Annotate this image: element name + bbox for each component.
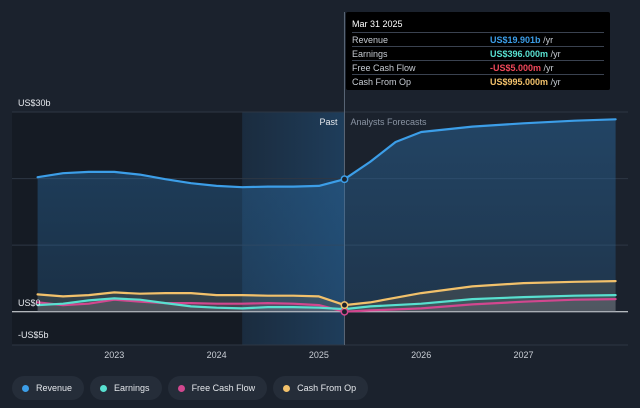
tooltip-label-earnings: Earnings: [352, 49, 388, 59]
tooltip-unit-fcf: /yr: [543, 63, 554, 73]
legend-dot-cfo: [283, 384, 291, 392]
region-label-forecast: Analysts Forecasts: [350, 117, 427, 127]
region-label-past: Past: [319, 117, 338, 127]
legend-item-revenue[interactable]: Revenue: [12, 376, 85, 400]
series-line-revenue: [36, 118, 617, 189]
series-line-free-cash-flow: [36, 298, 617, 313]
tooltip-value-earnings: US$396.000m /yr: [490, 49, 561, 59]
series-line-earnings: [36, 294, 617, 311]
tooltip-label-cfo: Cash From Op: [352, 77, 412, 87]
tooltip-value-earnings-number: US$396.000m: [490, 49, 549, 59]
series-line-cash-from-op: [36, 280, 617, 307]
series-area-revenue: [37, 119, 616, 312]
x-tick-label: 2023: [104, 350, 124, 360]
x-tick-label: 2024: [207, 350, 227, 360]
tooltip-unit-revenue: /yr: [543, 35, 554, 45]
legend-label-cfo: Cash From Op: [297, 383, 357, 393]
legend-dot-revenue: [22, 384, 29, 392]
tooltip-row-cfo: Cash From Op US$995.000m /yr: [352, 74, 604, 88]
tooltip-unit-cfo: /yr: [550, 77, 561, 87]
series-area-free-cash-flow: [37, 299, 616, 312]
tooltip-value-fcf-number: -US$5.000m: [490, 63, 542, 73]
x-tick-label: 2025: [309, 350, 329, 360]
tooltip-unit-earnings: /yr: [550, 49, 561, 59]
tooltip: Mar 31 2025 Revenue US$19.901b /yr Earni…: [346, 12, 610, 90]
marker-free-cash-flow: [340, 307, 349, 316]
legend-item-earnings[interactable]: Earnings: [90, 376, 162, 400]
tooltip-value-cfo: US$995.000m /yr: [490, 77, 561, 87]
tooltip-row-fcf: Free Cash Flow -US$5.000m /yr: [352, 60, 604, 74]
tooltip-label-fcf: Free Cash Flow: [352, 63, 416, 73]
tooltip-row-revenue: Revenue US$19.901b /yr: [352, 32, 604, 46]
legend: Revenue Earnings Free Cash Flow Cash Fro…: [12, 376, 369, 400]
legend-dot-earnings: [100, 384, 108, 392]
marker-revenue: [340, 175, 349, 184]
y-label-bottom: -US$5b: [18, 330, 49, 340]
tooltip-value-fcf: -US$5.000m /yr: [490, 63, 554, 73]
legend-label-fcf: Free Cash Flow: [191, 383, 256, 393]
x-tick-label: 2026: [411, 350, 431, 360]
tooltip-value-revenue-number: US$19.901b: [490, 35, 541, 45]
x-tick-label: 2027: [513, 350, 533, 360]
legend-label-earnings: Earnings: [114, 383, 150, 393]
legend-label-revenue: Revenue: [36, 383, 73, 393]
y-label-zero: US$0: [18, 298, 41, 308]
tooltip-value-cfo-number: US$995.000m: [490, 77, 549, 87]
tooltip-date: Mar 31 2025: [352, 19, 403, 29]
tooltip-row-earnings: Earnings US$396.000m /yr: [352, 46, 604, 60]
y-label-top: US$30b: [18, 98, 51, 108]
legend-dot-fcf: [177, 384, 185, 392]
marker-cash-from-op: [340, 301, 349, 310]
legend-item-cfo[interactable]: Cash From Op: [273, 376, 369, 400]
legend-item-fcf[interactable]: Free Cash Flow: [167, 376, 268, 400]
tooltip-value-revenue: US$19.901b /yr: [490, 35, 553, 45]
tooltip-label-revenue: Revenue: [352, 35, 389, 45]
